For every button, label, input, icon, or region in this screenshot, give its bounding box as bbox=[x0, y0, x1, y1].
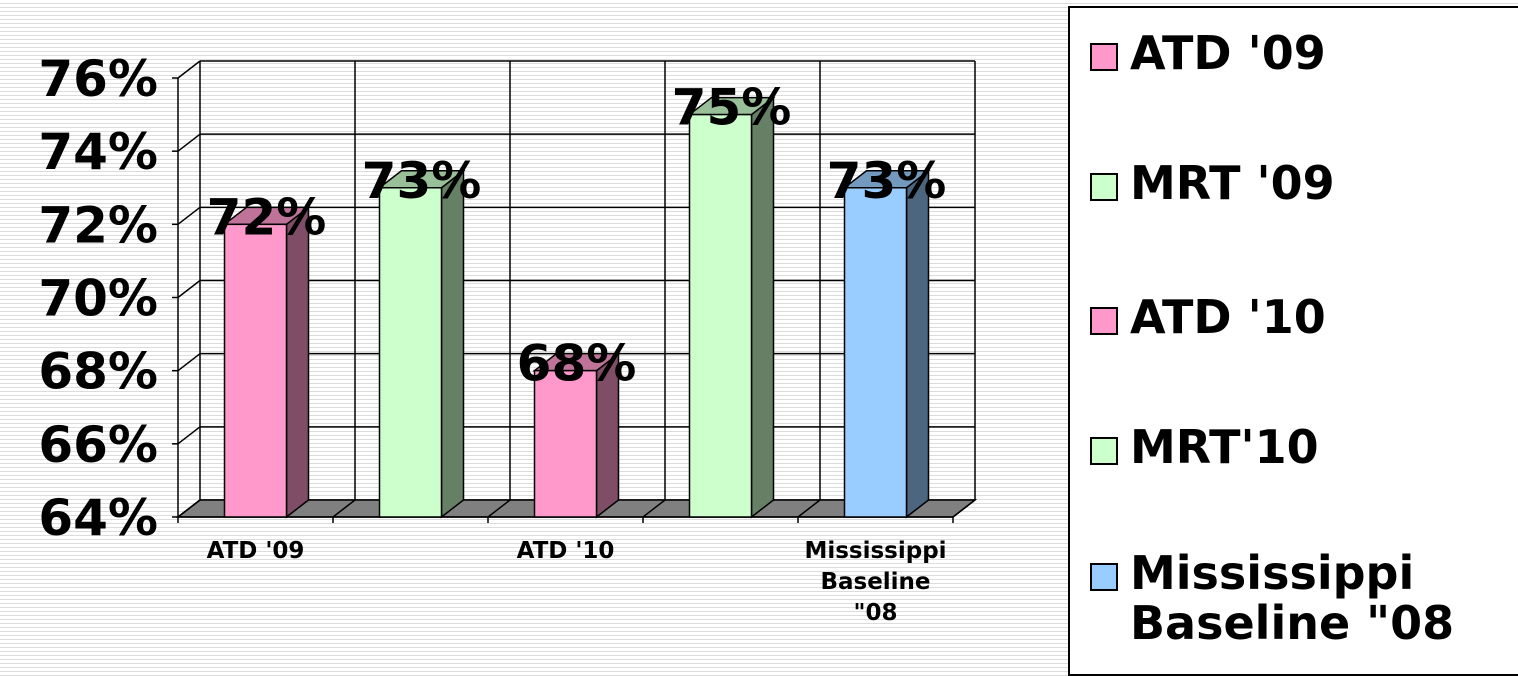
side-wall-gridline bbox=[177, 353, 201, 372]
legend: ATD '09 MRT '09 ATD '10 MRT'10 Mississip… bbox=[1068, 6, 1518, 676]
legend-swatch bbox=[1090, 173, 1118, 201]
floor-divider bbox=[952, 499, 976, 518]
data-label: 75% bbox=[672, 79, 792, 137]
y-tick-label: 74% bbox=[38, 123, 158, 181]
floor-divider bbox=[487, 499, 511, 518]
floor-divider bbox=[177, 499, 201, 518]
bar-chart: 64% 66% 68% 70% 72% 74% 76% 72% 73% 68% 75% 73% ATD … bbox=[38, 50, 978, 626]
x-tick-label: Mississippi Baseline "08 bbox=[804, 538, 946, 626]
side-wall-gridline bbox=[177, 279, 201, 299]
floor-divider bbox=[797, 499, 821, 518]
floor-divider bbox=[642, 499, 666, 518]
y-tick-label: 68% bbox=[38, 343, 158, 401]
x-tick-label: ATD '09 bbox=[207, 538, 305, 564]
legend-item-atd-09: ATD '09 bbox=[1090, 28, 1326, 78]
legend-label: MRT'10 bbox=[1130, 420, 1319, 474]
legend-swatch bbox=[1090, 43, 1118, 71]
legend-item-mrt-10: MRT'10 bbox=[1090, 422, 1319, 472]
y-tick-label: 64% bbox=[38, 489, 158, 547]
data-label: 68% bbox=[517, 335, 637, 393]
legend-item-mississippi-baseline-08: Mississippi Baseline "08 bbox=[1090, 548, 1454, 648]
y-tick-label: 76% bbox=[38, 50, 158, 108]
legend-swatch bbox=[1090, 307, 1118, 335]
bar bbox=[378, 187, 443, 518]
data-label: 73% bbox=[827, 152, 947, 210]
legend-label: ATD '09 bbox=[1130, 26, 1326, 80]
bar bbox=[223, 223, 288, 518]
data-label: 73% bbox=[362, 152, 482, 210]
bar bbox=[688, 113, 753, 518]
bar bbox=[533, 369, 598, 518]
legend-item-atd-10: ATD '10 bbox=[1090, 292, 1326, 342]
bar bbox=[843, 187, 908, 518]
y-tick-label: 72% bbox=[38, 196, 158, 254]
side-wall-gridline bbox=[177, 60, 201, 79]
bar-side bbox=[440, 169, 465, 519]
x-tick-label: ATD '10 bbox=[517, 538, 615, 564]
legend-label: MRT '09 bbox=[1130, 156, 1335, 210]
legend-swatch bbox=[1090, 437, 1118, 465]
data-label: 72% bbox=[207, 188, 327, 246]
legend-label: ATD '10 bbox=[1130, 290, 1326, 344]
side-wall-gridline bbox=[177, 206, 201, 225]
legend-label: Mississippi Baseline "08 bbox=[1130, 546, 1455, 650]
legend-swatch bbox=[1090, 563, 1118, 591]
floor-divider bbox=[332, 499, 356, 518]
y-tick-label: 70% bbox=[38, 270, 158, 328]
side-wall-gridline bbox=[177, 426, 201, 445]
side-wall-gridline bbox=[177, 133, 201, 152]
bar-side bbox=[750, 96, 775, 519]
bar-side bbox=[905, 169, 930, 519]
y-tick-label: 66% bbox=[38, 416, 158, 474]
bar-side bbox=[285, 205, 310, 519]
legend-item-mrt-09: MRT '09 bbox=[1090, 158, 1335, 208]
